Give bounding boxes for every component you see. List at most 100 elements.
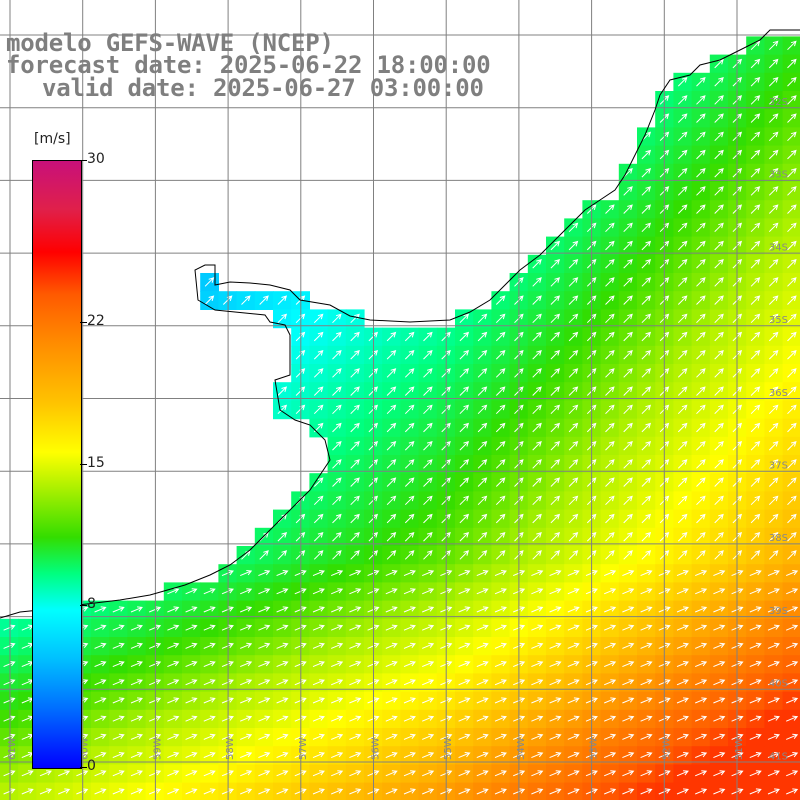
wind-arrow — [641, 240, 652, 251]
wind-arrow — [641, 204, 652, 214]
wind-arrow — [677, 131, 688, 142]
wind-arrow — [459, 513, 470, 524]
wind-arrow — [641, 459, 652, 469]
wind-arrow — [695, 788, 708, 795]
wind-arrow — [696, 149, 706, 160]
wind-arrow — [112, 679, 125, 686]
lon-label: 60W — [80, 737, 91, 760]
wind-arrow — [167, 770, 180, 777]
wind-arrow — [350, 422, 360, 433]
wind-arrow — [495, 459, 506, 469]
wind-arrow — [787, 368, 797, 378]
wind-arrow — [313, 368, 324, 378]
wind-arrow — [349, 752, 362, 759]
wind-arrow — [185, 752, 198, 759]
wind-arrow — [349, 733, 362, 740]
wind-arrow — [549, 733, 562, 740]
wind-arrow — [787, 459, 797, 469]
wind-arrow — [167, 697, 180, 704]
wind-arrow — [459, 531, 470, 542]
wind-arrow — [130, 697, 143, 704]
wind-arrow — [696, 495, 706, 506]
wind-arrow — [423, 495, 433, 506]
wind-arrow — [112, 788, 125, 795]
wind-arrow — [149, 752, 162, 759]
wind-arrow — [476, 661, 489, 668]
colorbar-tick-mark — [80, 160, 87, 161]
wind-arrow — [277, 513, 288, 524]
colorbar-tick-mark — [80, 463, 87, 465]
wind-arrow — [386, 386, 397, 396]
wind-arrow — [786, 588, 799, 595]
wind-arrow — [787, 386, 797, 396]
wind-arrow — [768, 58, 779, 69]
wind-arrow — [787, 113, 797, 123]
wind-arrow — [696, 258, 706, 269]
wind-arrow — [3, 624, 16, 631]
wind-arrow — [623, 550, 633, 560]
wind-arrow — [240, 788, 253, 795]
wind-arrow — [185, 788, 198, 795]
wind-arrow — [459, 313, 470, 324]
wind-arrow — [532, 258, 542, 269]
wind-arrow — [386, 349, 397, 360]
wind-arrow — [696, 368, 706, 378]
wind-arrow — [641, 349, 652, 360]
wind-arrow — [622, 733, 635, 740]
wind-arrow — [476, 752, 489, 759]
wind-arrow — [112, 642, 125, 649]
wind-arrow — [714, 258, 724, 269]
wind-arrow — [567, 715, 580, 722]
wind-arrow — [677, 459, 688, 469]
colorbar-tick-label: 8 — [87, 596, 96, 613]
wind-arrow — [641, 277, 652, 287]
wind-arrow — [423, 477, 433, 487]
wind-arrow — [494, 715, 507, 722]
wind-arrow — [787, 167, 797, 178]
wind-arrow — [494, 606, 507, 613]
wind-arrow — [459, 368, 470, 378]
wind-arrow — [221, 624, 234, 631]
wind-arrow — [549, 788, 562, 795]
wind-arrow — [676, 570, 689, 577]
wind-arrow — [750, 167, 761, 178]
wind-arrow — [787, 149, 797, 160]
wind-arrow — [696, 313, 706, 324]
wind-arrow — [641, 331, 652, 342]
wind-arrow — [623, 477, 633, 487]
wind-arrow — [386, 422, 397, 433]
wind-arrow — [550, 495, 561, 506]
wind-arrow — [567, 606, 580, 613]
wind-arrow — [676, 752, 689, 759]
wind-arrow — [622, 570, 635, 577]
wind-arrow — [221, 733, 234, 740]
wind-arrow — [403, 588, 416, 595]
wind-arrow — [550, 459, 561, 469]
wind-arrow — [696, 422, 706, 433]
wind-arrow — [568, 368, 579, 378]
wind-arrow — [221, 770, 234, 777]
wind-arrow — [94, 679, 107, 686]
wind-arrow — [550, 331, 561, 342]
wind-arrow — [403, 606, 416, 613]
wind-arrow — [787, 404, 797, 415]
wind-arrow — [641, 186, 652, 196]
wind-arrow — [423, 368, 433, 378]
wind-arrow — [94, 661, 107, 668]
wind-arrow — [696, 76, 706, 87]
wind-arrow — [622, 770, 635, 777]
wind-arrow — [768, 95, 779, 105]
wind-arrow — [567, 752, 580, 759]
wind-arrow — [550, 404, 561, 415]
wind-arrow — [385, 715, 398, 722]
wind-arrow — [677, 349, 688, 360]
wind-arrow — [696, 240, 706, 251]
wind-arrow — [3, 752, 16, 759]
wind-arrow — [749, 642, 762, 649]
wind-arrow — [350, 349, 360, 360]
wind-arrow — [604, 752, 617, 759]
lon-label: 54W — [516, 737, 527, 760]
wind-arrow — [185, 679, 198, 686]
wind-arrow — [332, 550, 342, 560]
wind-arrow — [695, 715, 708, 722]
